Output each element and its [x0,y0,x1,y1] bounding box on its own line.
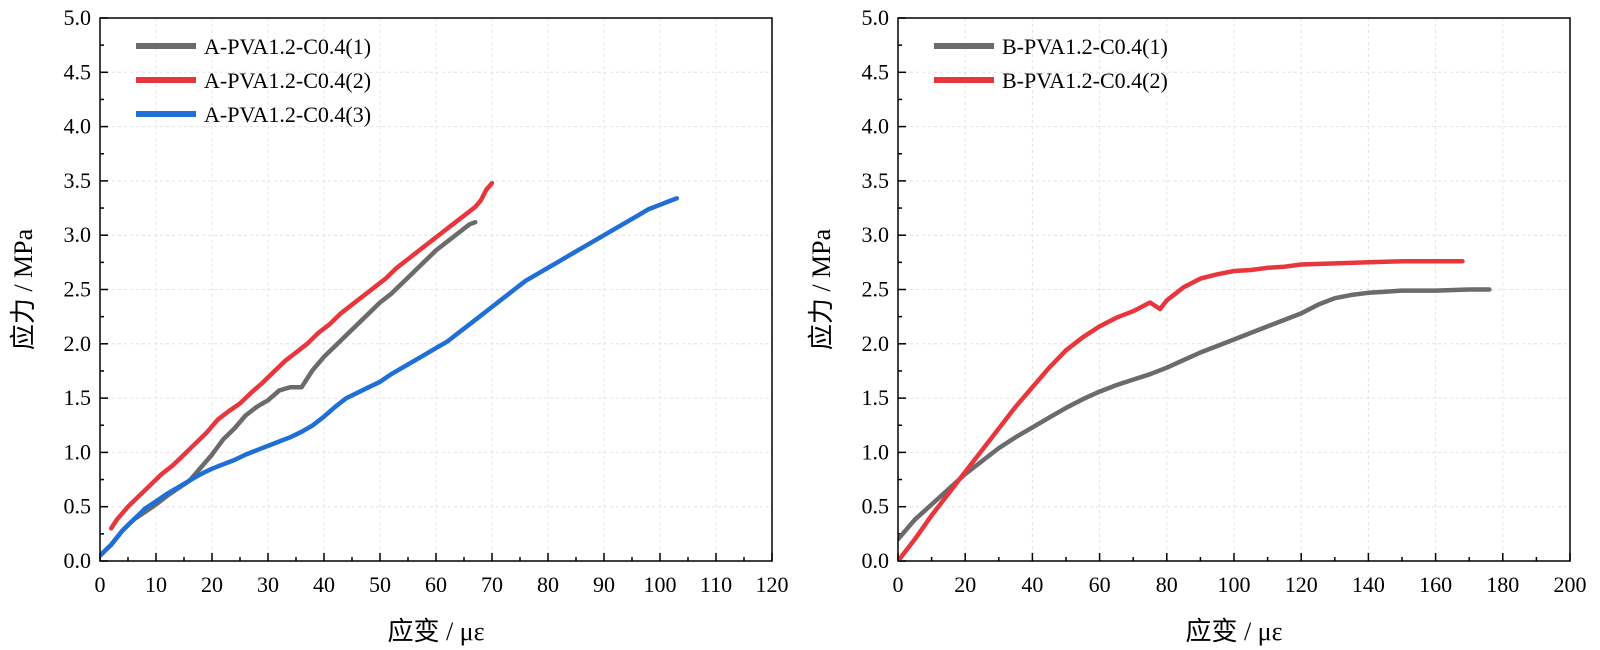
x-tick-label: 60 [425,572,447,597]
x-tick-label: 200 [1554,572,1587,597]
x-tick-label: 120 [1285,572,1318,597]
x-tick-label: 20 [201,572,223,597]
legend-label: B-PVA1.2-C0.4(1) [1002,34,1168,59]
x-tick-label: 90 [593,572,615,597]
y-tick-label: 5.0 [862,5,890,30]
y-tick-label: 4.0 [64,114,92,139]
plot-frame [99,17,773,562]
y-tick-label: 4.0 [862,114,890,139]
y-tick-label: 3.0 [862,222,890,247]
x-tick-label: 140 [1352,572,1385,597]
x-tick-label: 100 [644,572,677,597]
x-tick-label: 110 [700,572,732,597]
x-axis-title: 应变 / με [1185,617,1282,646]
chart-panel-a: 0 10 20 30 40 50 60 70 80 90 100 110 120 0.0 0.5 1.0 1.5… [9,5,789,646]
y-tick-label: 1.0 [862,439,890,464]
y-axis-title: 应力 / MPa [9,228,38,350]
x-tick-label: 70 [481,572,503,597]
x-tick-label: 20 [954,572,976,597]
x-tick-label: 50 [369,572,391,597]
y-tick-label: 0.5 [64,494,92,519]
x-tick-label: 80 [537,572,559,597]
y-tick-label: 2.5 [64,277,92,302]
legend-label: A-PVA1.2-C0.4(3) [204,102,371,127]
y-tick-label: 2.0 [64,331,92,356]
x-tick-label: 10 [145,572,167,597]
x-tick-label: 160 [1419,572,1452,597]
chart-panel-b: 0 20 40 60 80 100 120 140 160 180 200 0.0 0.5 1.0 1.5 2… [807,5,1587,646]
y-tick-label: 2.5 [862,277,890,302]
series-line-b-1 [898,287,1492,542]
series-line-a-3 [100,196,680,558]
legend-label: B-PVA1.2-C0.4(2) [1002,68,1168,93]
x-tick-label: 180 [1486,572,1519,597]
y-axis-title: 应力 / MPa [807,228,836,350]
series-line-b-2 [898,259,1465,561]
legend-label: A-PVA1.2-C0.4(2) [204,68,371,93]
x-tick-label: 100 [1218,572,1251,597]
y-tick-label: 3.0 [64,222,92,247]
x-tick-label: 30 [257,572,279,597]
y-tick-label: 4.5 [64,59,92,84]
plot-frame [897,17,1571,562]
x-tick-label: 60 [1089,572,1111,597]
y-tick-label: 1.5 [64,385,92,410]
x-tick-label: 40 [313,572,335,597]
x-tick-label: 120 [756,572,789,597]
y-tick-label: 3.5 [862,168,890,193]
y-tick-label: 0.0 [862,548,890,573]
y-tick-label: 5.0 [64,5,92,30]
x-axis-title: 应变 / με [387,617,484,646]
y-tick-label: 4.5 [862,59,890,84]
x-tick-label: 0 [893,572,904,597]
y-tick-label: 0.5 [862,494,890,519]
x-tick-label: 80 [1156,572,1178,597]
x-tick-label: 40 [1021,572,1043,597]
y-tick-label: 1.0 [64,439,92,464]
y-tick-label: 3.5 [64,168,92,193]
legend-label: A-PVA1.2-C0.4(1) [204,34,371,59]
series-line-a-2 [108,180,495,531]
y-tick-label: 1.5 [862,385,890,410]
y-tick-label: 2.0 [862,331,890,356]
x-tick-label: 0 [95,572,106,597]
y-tick-label: 0.0 [64,548,92,573]
